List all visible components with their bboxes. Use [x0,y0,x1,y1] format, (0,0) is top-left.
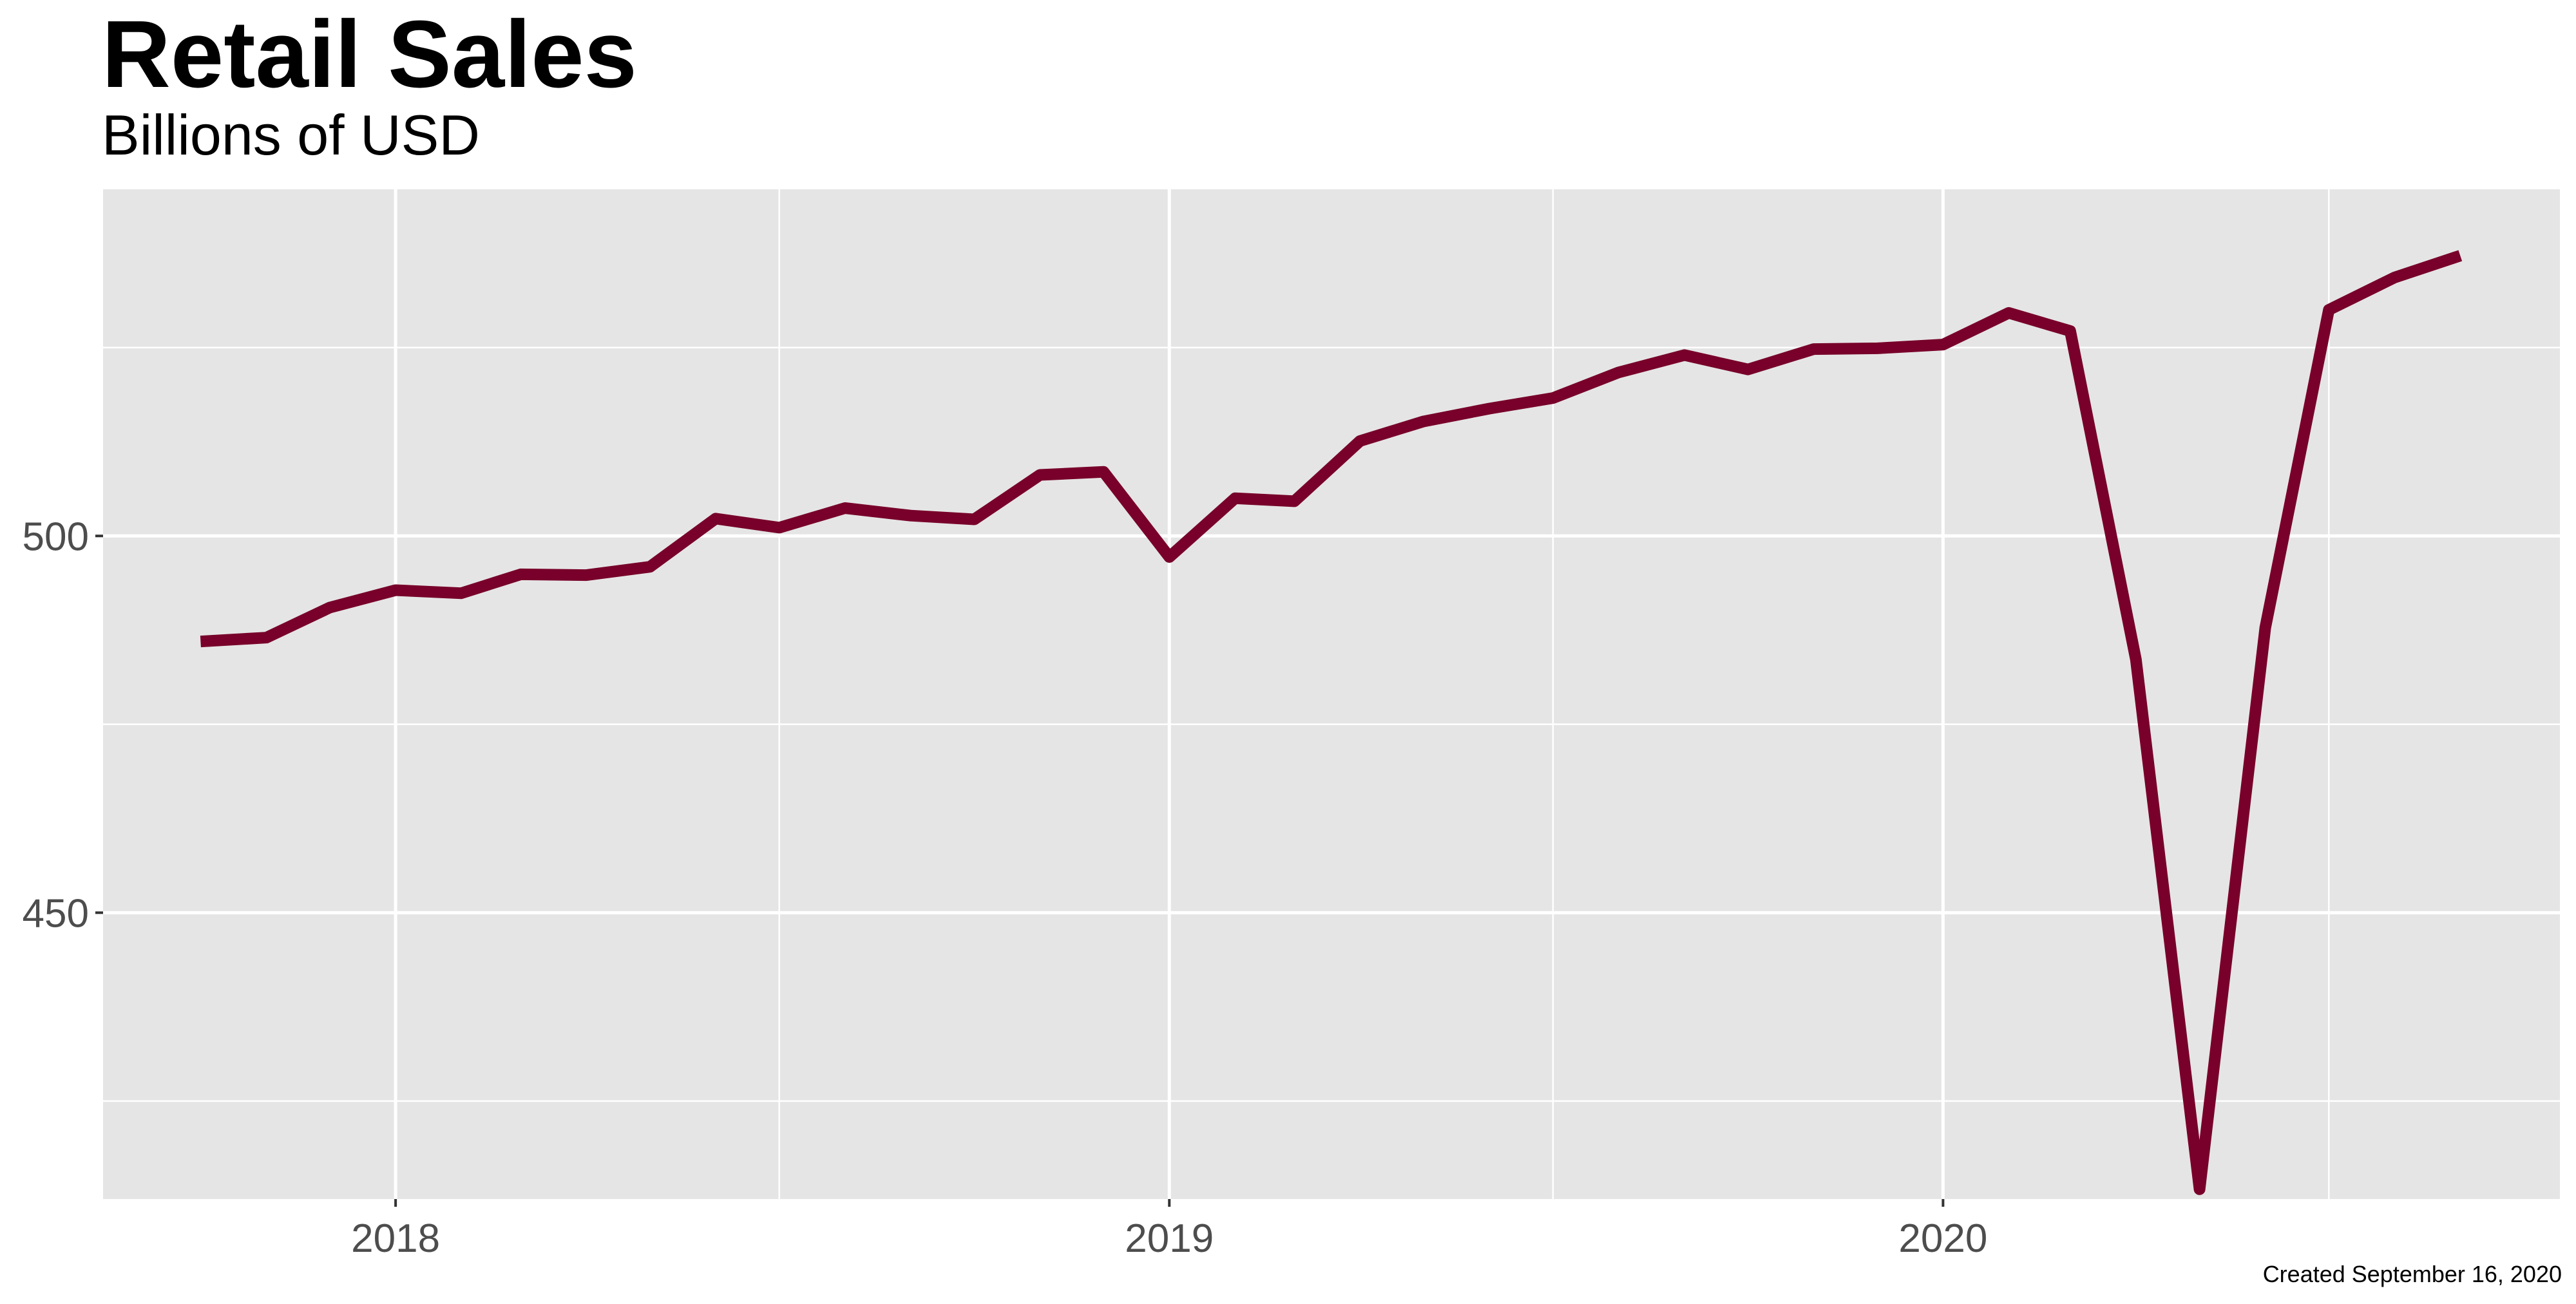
x-tick-label: 2020 [1898,1216,1987,1261]
data-point [779,527,780,528]
data-point [844,507,846,509]
minor-gridlines [103,189,2560,1199]
data-point [2328,309,2329,310]
data-point [520,574,521,575]
data-point [1359,440,1360,442]
data-point [1876,348,1878,349]
chart-subtitle: Billions of USD [102,103,480,167]
data-point [200,641,201,642]
data-point [649,566,651,567]
data-point [910,515,911,516]
data-point [1169,556,1170,558]
axis-ticks [95,534,1945,1207]
major-gridlines [103,189,2560,1199]
x-tick-label: 2019 [1125,1216,1214,1261]
data-point [1423,420,1424,422]
tick-labels: 2018 2019 2020 450 500 [23,515,1988,1261]
data-point [1234,498,1236,499]
data-point [395,590,396,591]
x-tick-label: 2018 [351,1216,440,1261]
data-point [1489,408,1490,410]
retail-sales-line [200,250,2463,1195]
data-point [2135,659,2137,660]
data-point [2394,277,2395,278]
data-point [2459,255,2461,256]
chart-caption: Created September 16, 2020 [2262,1261,2562,1287]
data-point [1293,500,1295,502]
chart-title: Retail Sales [102,1,637,108]
data-point [1684,354,1685,355]
data-point [1813,348,1815,350]
data-point [586,574,587,576]
data-point [2199,1189,2200,1190]
y-tick-label: 450 [23,891,89,936]
data-point [1618,372,1619,373]
data-point [2265,627,2266,628]
data-point [1552,397,1554,399]
data-point [2070,330,2071,332]
y-tick-label: 500 [23,515,89,559]
data-point [1748,369,1749,370]
plot-panel [103,189,2560,1199]
data-point [461,592,462,594]
data-point [1942,344,1943,345]
data-point [1103,471,1104,473]
data-point [265,637,267,638]
data-point [1040,474,1041,475]
data-point [974,519,975,520]
data-point [329,607,330,608]
data-point [715,518,716,519]
data-point [2008,312,2009,314]
